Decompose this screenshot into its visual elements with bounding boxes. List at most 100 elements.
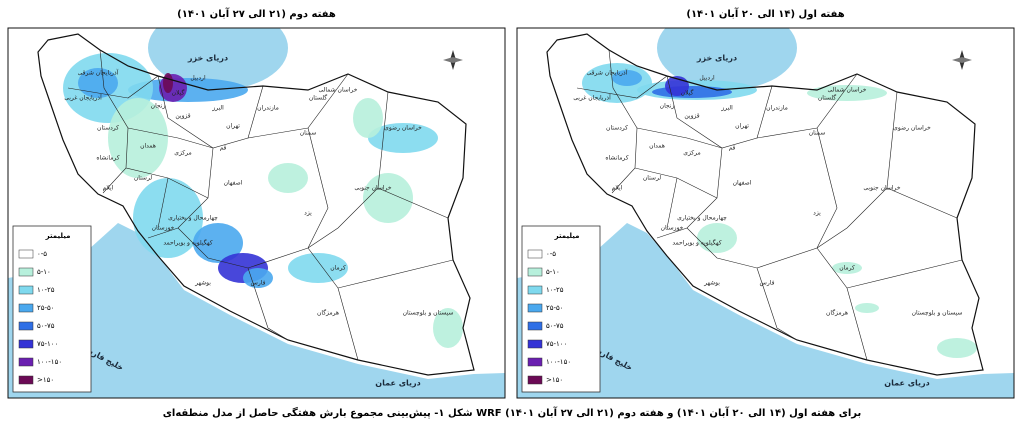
legend-label: ۵۰-۷۵ [37,322,55,330]
legend-label: ۲۵-۵۰ [546,304,564,312]
north-arrow [952,57,972,63]
province-label: خوزستان [152,225,175,232]
rain-area [268,163,308,193]
legend-swatch [527,303,543,313]
legend: میلیمتر ۰-۵ ۵-۱۰ ۱۰-۲۵ ۲۵-۵۰ ۵۰-۷۵ ۷۵-۱۰۰ ۱۰۰-۱… [521,225,601,393]
province-label: قم [220,145,227,152]
province-border [377,187,449,219]
province-label: البرز [720,105,733,112]
legend-label: ۵-۱۰ [546,268,560,276]
sea-south [8,223,505,398]
rain-area [697,223,737,253]
legend-swatch [527,249,543,259]
province-label: یزد [813,210,821,217]
iran-border [37,33,475,376]
province-label: تهران [226,123,240,130]
province-label: قزوین [175,113,190,120]
province-border [307,91,389,249]
province-label: خراسان رضوی [384,125,422,132]
legend-swatch [18,267,34,277]
province-label: همدان [140,143,156,150]
caspian-sea [148,28,288,90]
province-border [636,127,723,149]
sea-label: دریای خزر [696,54,737,63]
province-label: گیلان [172,89,185,97]
province-border [756,267,798,341]
rain-area [128,78,248,102]
legend-label: ۱۰-۲۵ [37,286,55,294]
rain-area [807,85,887,101]
rain-area [243,268,273,288]
rain-area [363,173,413,223]
province-label: زنجان [660,103,675,110]
province-border [157,177,169,229]
province-label: قزوین [684,113,699,120]
province-label: چهارمحال و بختیاری [677,215,727,222]
legend-swatch [18,357,34,367]
province-label: یزد [304,210,312,217]
province-label: خراسان جنوبی [354,185,391,192]
province-label: آذربایجان شرقی [587,68,628,77]
rain-area [433,308,463,348]
province-border [576,75,668,99]
legend-label: ۱۰۰-۱۵۰ [37,358,62,366]
province-border [846,259,963,289]
legend-swatch [527,339,543,349]
province-label: اصفهان [224,180,243,187]
legend: میلیمتر ۰-۵ ۵-۱۰ ۱۰-۲۵ ۲۵-۵۰ ۵۰-۷۵ ۷۵-۱۰۰ ۱۰۰-۱… [12,225,92,393]
province-label: خراسان شمالی [827,87,866,94]
province-label: لرستان [643,175,661,182]
province-border [247,267,289,341]
province-label: گلستان [309,94,327,102]
province-label: سمنان [300,130,317,137]
iran-land [547,34,983,375]
province-label: اصفهان [733,180,752,187]
legend-label: >۱۵۰ [37,376,54,384]
province-border [816,91,898,249]
legend-label: ۷۵-۱۰۰ [37,340,58,348]
north-arrow [443,57,463,63]
legend-label: ۲۵-۵۰ [37,304,55,312]
legend-swatch [18,339,34,349]
legend-title: میلیمتر [554,232,580,240]
province-label: کرمان [330,265,346,272]
iran-border [546,33,984,376]
province-label: چهارمحال و بختیاری [168,215,218,222]
legend-swatch [18,285,34,295]
map-frame [516,27,1015,399]
sea-label: دریای خزر [187,54,228,63]
province-label: سیستان و بلوچستان [403,310,454,317]
sea-label: دریای عمان [375,379,421,388]
map-title: هفته اول (۱۴ الی ۲۰ آبان ۱۴۰۱) [686,7,844,20]
rain-area [133,178,203,258]
legend-label: ۰-۵ [546,250,556,258]
rain-area [108,98,168,178]
rain-area [937,338,977,358]
province-label: آذربایجان غربی [573,93,611,102]
province-label: کرمانشاه [605,155,628,162]
legend-swatch [18,303,34,313]
legend-swatch [527,357,543,367]
legend-swatch [18,375,34,385]
province-label: هرمزگان [317,309,339,317]
legend-label: ۵-۱۰ [37,268,51,276]
province-label: کهگیلویه و بویراحمد [672,239,721,247]
province-label: کهگیلویه و بویراحمد [163,239,212,247]
rain-area [78,68,118,98]
legend-label: ۷۵-۱۰۰ [546,340,567,348]
province-label: فارس [251,280,266,287]
province-border [147,147,214,239]
province-label: خراسان رضوی [893,125,931,132]
rain-area [288,253,348,283]
province-label: گیلان [681,89,694,97]
rain-area [368,123,438,153]
province-label: اردبیل [190,75,206,82]
province-label: کرمان [839,265,855,272]
province-label: گلستان [818,94,836,102]
legend-swatch [18,321,34,331]
map-frame [7,27,506,399]
legend-label: ۰-۵ [37,250,47,258]
